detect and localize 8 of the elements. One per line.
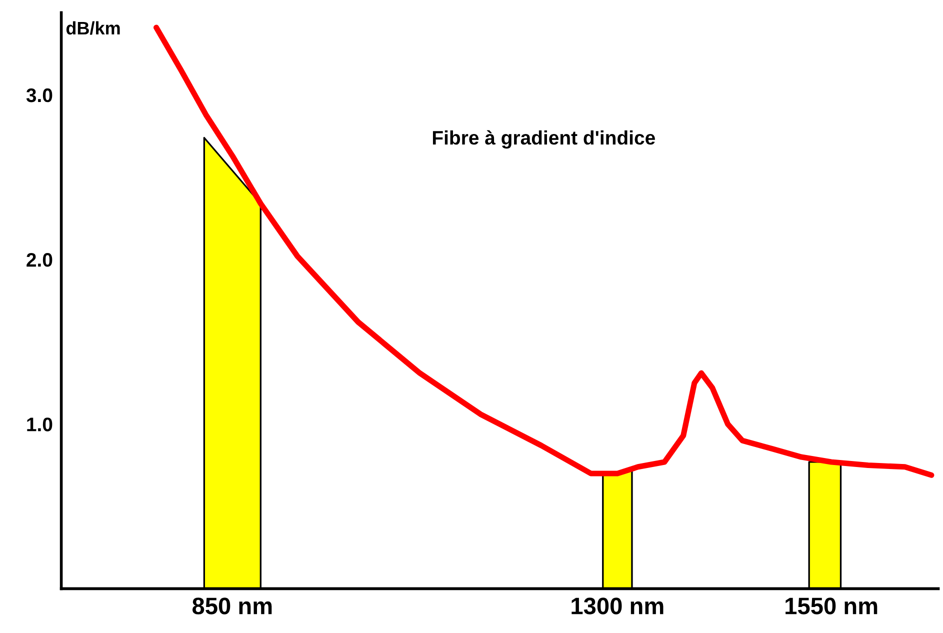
x-tick-label: 850 nm [192, 598, 272, 614]
y-tick-label: 1.0 [27, 418, 52, 432]
x-tick-label: 1550 nm [786, 598, 878, 614]
annotation: Fibre à gradient d'indice [432, 130, 655, 149]
y-tick-label: 2.0 [26, 253, 52, 267]
x-tick-label: 1300 nm [572, 598, 664, 614]
y-axis-title: dB/km [66, 21, 120, 35]
y-tick-label: 3.0 [26, 88, 52, 102]
